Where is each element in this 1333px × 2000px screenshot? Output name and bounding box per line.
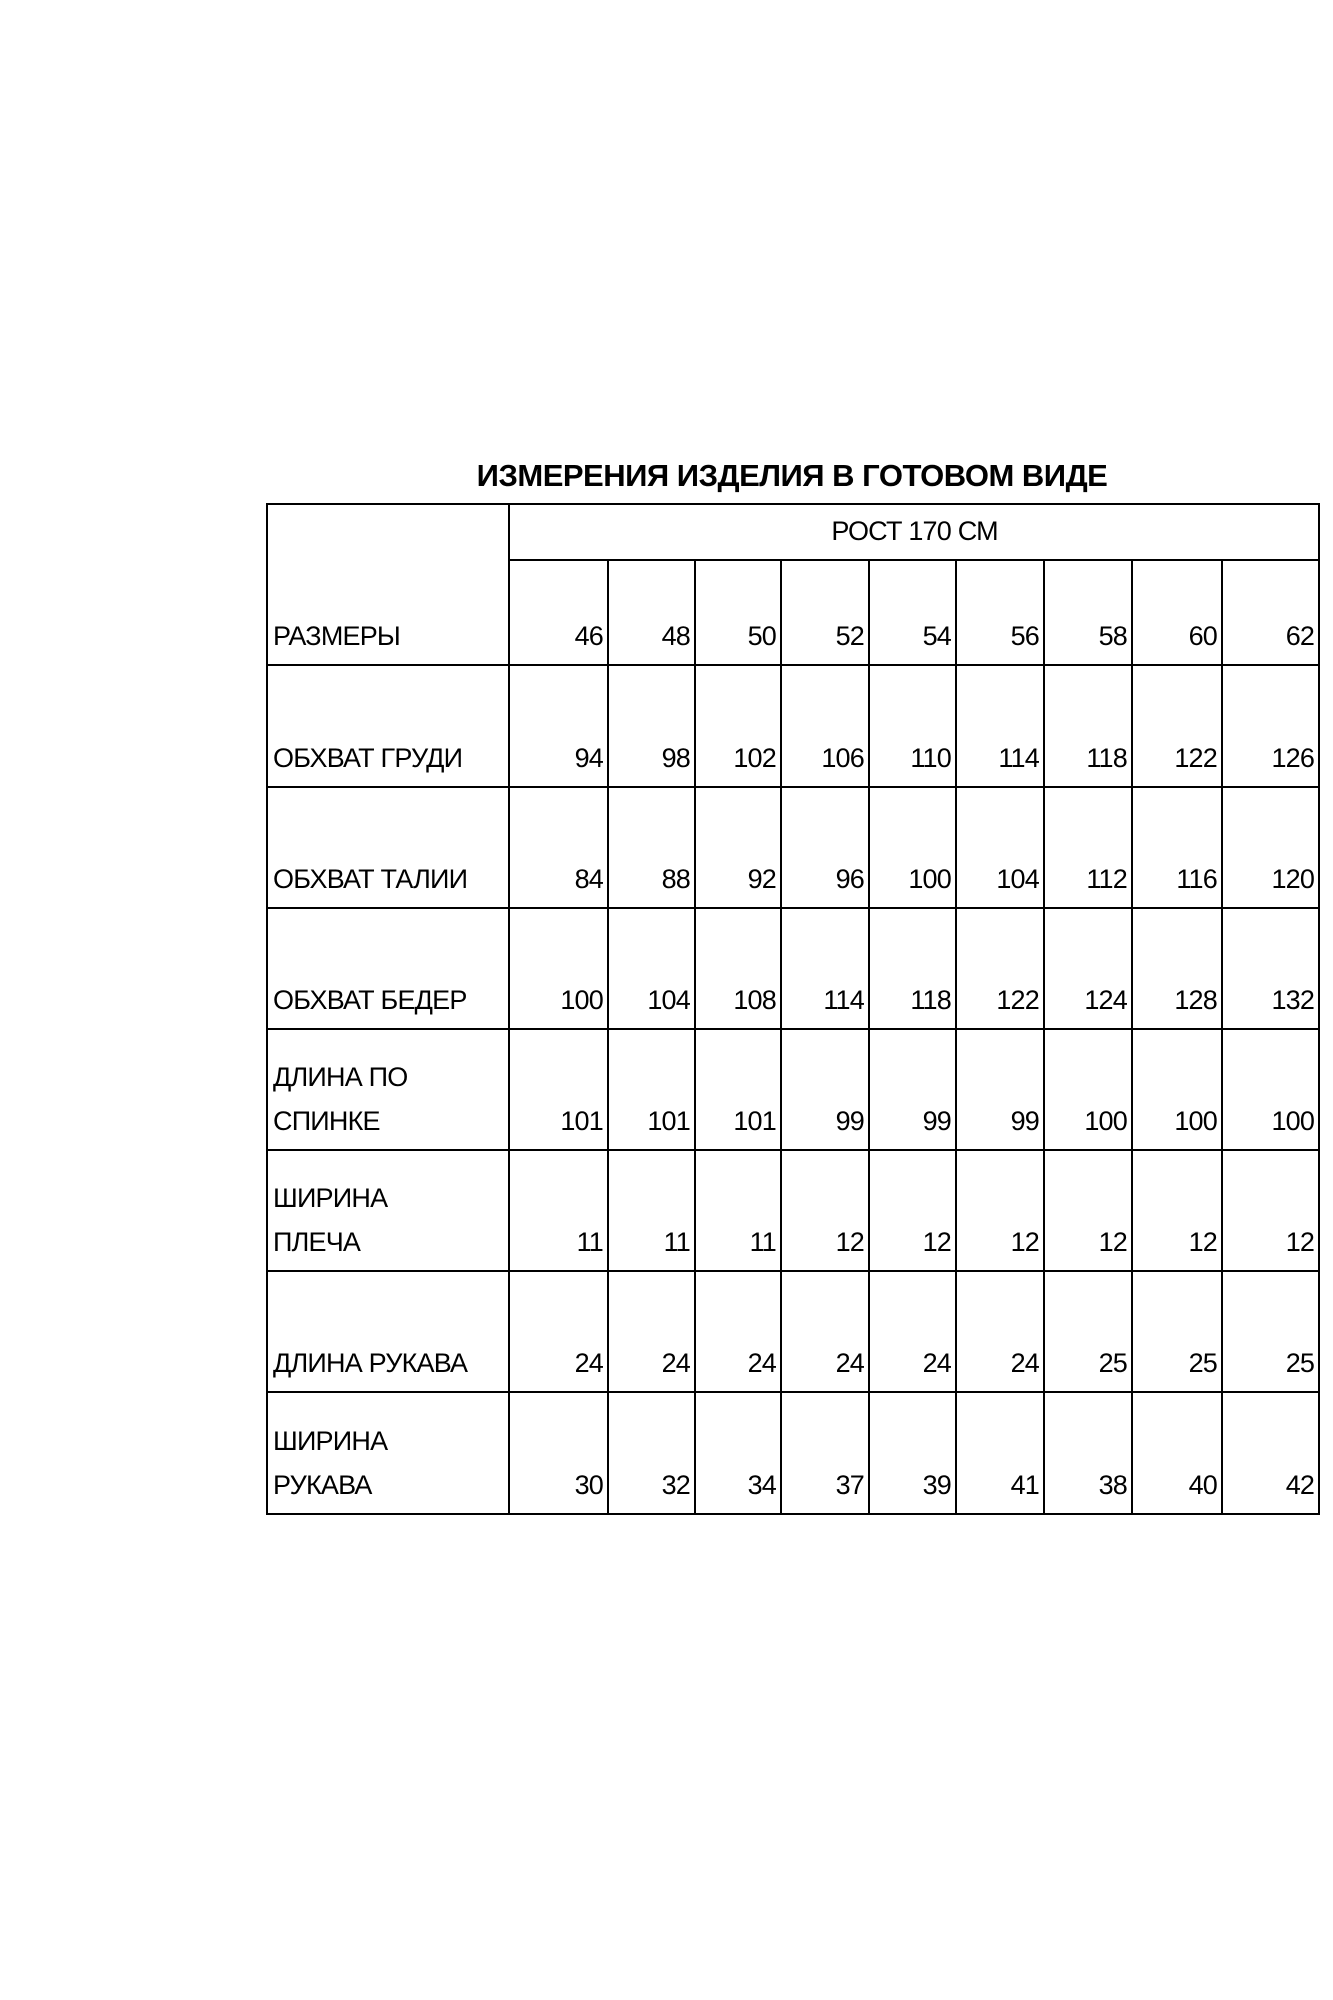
measurement-cell: 108 [694,907,782,1030]
measurement-cell: 106 [780,664,870,788]
row-label: ДЛИНА РУКАВА [266,1270,510,1393]
measurement-cell: 25 [1043,1270,1133,1393]
measurement-cell: 34 [694,1391,782,1515]
table-row: ДЛИНА РУКАВА 24 24 24 24 24 24 25 25 25 [266,1270,1321,1393]
measurement-cell: 24 [868,1270,957,1393]
measurement-cell: 32 [607,1391,696,1515]
measurement-cell: 102 [694,664,782,788]
measurement-cell: 84 [508,786,609,909]
measurement-cell: 40 [1131,1391,1223,1515]
measurement-cell: 118 [1043,664,1133,788]
size-cell: 52 [780,559,870,666]
table-row: ШИРИНА ПЛЕЧА 11 11 11 12 12 12 12 12 12 [266,1149,1321,1272]
measurement-cell: 99 [780,1028,870,1151]
measurement-cell: 92 [694,786,782,909]
table-row: ОБХВАТ ГРУДИ 94 98 102 106 110 114 118 122 126 [266,664,1321,788]
header-row-sizes: 46 48 50 52 54 56 58 60 62 [267,559,1321,666]
measurement-cell: 99 [868,1028,957,1151]
measurement-cell: 37 [780,1391,870,1515]
measurement-cell: 12 [780,1149,870,1272]
table-row: ОБХВАТ ТАЛИИ 84 88 92 96 100 104 112 116 120 [266,786,1321,909]
measurement-cell: 124 [1043,907,1133,1030]
table-row: ОБХВАТ БЕДЕР 100 104 108 114 118 122 124 128 132 [266,907,1321,1030]
measurement-cell: 12 [868,1149,957,1272]
measurement-cell: 11 [694,1149,782,1272]
measurement-cell: 116 [1131,786,1223,909]
measurement-cell: 24 [607,1270,696,1393]
row-label: ОБХВАТ ГРУДИ [266,664,510,788]
measurement-cell: 99 [955,1028,1045,1151]
measurement-cell: 24 [955,1270,1045,1393]
measurement-cell: 98 [607,664,696,788]
row-label: ДЛИНА ПО СПИНКЕ [266,1028,510,1151]
page-title: ИЗМЕРЕНИЯ ИЗДЕЛИЯ В ГОТОВОМ ВИДЕ [476,458,1108,493]
measurement-cell: 25 [1220,1270,1321,1393]
size-cell: 60 [1131,559,1223,666]
size-cell: 46 [508,559,609,666]
measurement-cell: 114 [780,907,870,1030]
measurement-cell: 122 [1131,664,1223,788]
measurement-cell: 104 [955,786,1045,909]
height-header: РОСТ 170 СМ [507,503,1321,561]
sizes-label: РАЗМЕРЫ [266,503,510,666]
size-chart-table: РАЗМЕРЫ РОСТ 170 СМ 46 48 50 52 54 56 58 60 62 О… [266,503,1321,1515]
table-row: ШИРИНА РУКАВА 30 32 34 37 39 41 38 40 42 [266,1391,1321,1515]
measurement-cell: 122 [955,907,1045,1030]
row-label: ОБХВАТ ТАЛИИ [266,786,510,909]
measurement-cell: 132 [1220,907,1321,1030]
table-row: ДЛИНА ПО СПИНКЕ 101 101 101 99 99 99 100 100 100 [266,1028,1321,1151]
measurement-cell: 110 [868,664,957,788]
measurement-cell: 104 [607,907,696,1030]
measurement-cell: 11 [508,1149,609,1272]
measurement-cell: 100 [1220,1028,1321,1151]
measurement-cell: 101 [694,1028,782,1151]
measurement-cell: 118 [868,907,957,1030]
measurement-cell: 100 [1131,1028,1223,1151]
measurement-cell: 24 [694,1270,782,1393]
measurement-cell: 30 [508,1391,609,1515]
measurement-cell: 94 [508,664,609,788]
measurement-cell: 101 [508,1028,609,1151]
size-cell: 54 [868,559,957,666]
measurement-cell: 126 [1220,664,1321,788]
measurement-cell: 112 [1043,786,1133,909]
measurement-cell: 12 [1131,1149,1223,1272]
row-label: ШИРИНА ПЛЕЧА [266,1149,510,1272]
measurement-cell: 25 [1131,1270,1223,1393]
measurement-cell: 114 [955,664,1045,788]
measurement-cell: 96 [780,786,870,909]
measurement-cell: 101 [607,1028,696,1151]
size-cell: 58 [1043,559,1133,666]
measurement-cell: 100 [868,786,957,909]
measurement-cell: 38 [1043,1391,1133,1515]
measurement-cell: 100 [508,907,609,1030]
measurement-cell: 88 [607,786,696,909]
measurement-cell: 12 [955,1149,1045,1272]
measurement-cell: 42 [1220,1391,1321,1515]
header-row-height: РАЗМЕРЫ РОСТ 170 СМ [266,503,1321,666]
size-cell: 50 [694,559,782,666]
measurement-cell: 41 [955,1391,1045,1515]
measurement-cell: 24 [780,1270,870,1393]
size-cell: 48 [607,559,696,666]
measurement-cell: 24 [508,1270,609,1393]
row-label: ШИРИНА РУКАВА [266,1391,510,1515]
measurement-cell: 12 [1220,1149,1321,1272]
measurement-cell: 39 [868,1391,957,1515]
measurement-cell: 120 [1220,786,1321,909]
measurement-cell: 12 [1043,1149,1133,1272]
measurement-cell: 128 [1131,907,1223,1030]
row-label: ОБХВАТ БЕДЕР [266,907,510,1030]
size-cell: 62 [1220,559,1321,666]
size-cell: 56 [955,559,1045,666]
measurement-cell: 100 [1043,1028,1133,1151]
measurement-cell: 11 [607,1149,696,1272]
